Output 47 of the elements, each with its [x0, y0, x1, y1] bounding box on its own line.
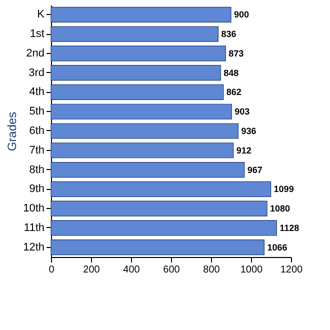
data-label: 1066	[267, 242, 288, 252]
y-tick-label: 4th	[29, 86, 44, 98]
bar	[50, 142, 234, 158]
x-tick-label: 200	[83, 264, 100, 276]
bar	[50, 181, 272, 197]
bar	[50, 240, 264, 256]
y-tick-label: 11th	[24, 222, 44, 234]
bar	[50, 104, 232, 120]
bar	[50, 162, 245, 178]
x-tick-label: 600	[163, 264, 180, 276]
y-axis-title: Grades	[5, 112, 20, 152]
y-tick-label: 7th	[29, 144, 44, 156]
bar	[50, 220, 277, 236]
bar	[50, 26, 218, 42]
data-label: 912	[236, 145, 252, 156]
y-tick-label: 8th	[29, 164, 44, 176]
x-tick-label: 0	[48, 264, 55, 276]
y-tick-label: 12th	[23, 241, 44, 254]
y-tick-label: 10th	[23, 202, 44, 215]
data-label: 1080	[270, 204, 290, 214]
data-label: 848	[224, 68, 239, 78]
data-label: 936	[241, 126, 256, 136]
bar	[50, 84, 224, 100]
data-label: 836	[221, 29, 236, 40]
y-tick-label: 1st	[30, 28, 44, 40]
x-tick-label: 400	[123, 264, 140, 276]
data-label: 903	[234, 106, 250, 117]
data-label: 873	[228, 48, 244, 58]
data-label: 900	[234, 10, 250, 20]
y-tick-label: 2nd	[26, 47, 44, 60]
y-tick-label: 9th	[29, 183, 44, 196]
y-tick-label: K	[37, 8, 46, 21]
y-tick-label: 3rd	[28, 66, 44, 79]
y-tick-label: 5th	[29, 106, 44, 118]
data-label: 862	[226, 87, 242, 98]
bar	[50, 123, 238, 139]
data-label: 1099	[274, 184, 294, 194]
bar	[50, 200, 268, 216]
data-label: 967	[247, 164, 262, 175]
bar	[50, 6, 232, 22]
x-tick-label: 800	[203, 264, 220, 276]
x-tick-label: 1000	[240, 264, 264, 276]
x-tick-label: 1200	[280, 264, 304, 276]
data-label: 1128	[280, 222, 300, 233]
y-tick-label: 6th	[29, 125, 44, 137]
bar	[50, 46, 226, 62]
bar	[50, 65, 221, 81]
